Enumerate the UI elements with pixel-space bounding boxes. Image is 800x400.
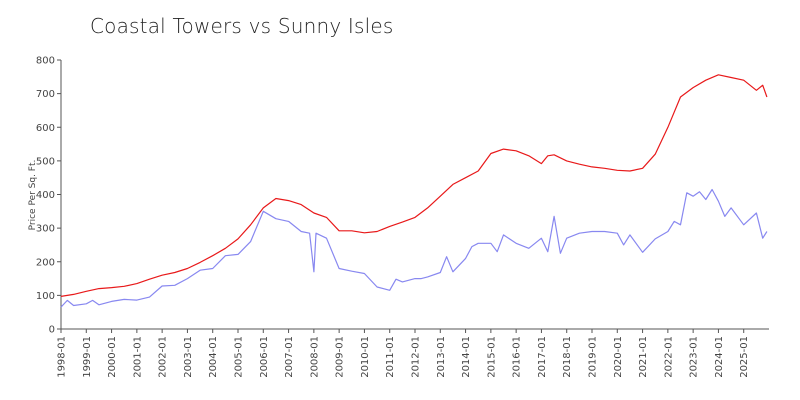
x-tick-label: 2001-01 xyxy=(132,336,143,378)
x-tick-label: 2009-01 xyxy=(335,336,346,378)
y-axis-title: Price Per Sq. Ft. xyxy=(28,160,38,231)
x-tick-label: 2011-01 xyxy=(385,336,396,378)
y-tick-label: 400 xyxy=(36,190,55,201)
series-line-2 xyxy=(60,188,768,308)
x-tick-label: 2002-01 xyxy=(158,336,169,378)
series-line-1 xyxy=(60,74,768,297)
x-tick-label: 2023-01 xyxy=(689,336,700,378)
x-tick-label: 2008-01 xyxy=(309,336,320,378)
x-tick-label: 2020-01 xyxy=(613,336,624,378)
x-tick-label: 2005-01 xyxy=(234,336,245,378)
x-tick-label: 2024-01 xyxy=(714,336,725,378)
x-tick-label: 2010-01 xyxy=(360,336,371,378)
series-layer xyxy=(60,74,768,308)
x-tick-label: 2019-01 xyxy=(588,336,599,378)
y-tick-label: 300 xyxy=(36,224,55,235)
x-tick-label: 2025-01 xyxy=(739,336,750,378)
x-tick-label: 1999-01 xyxy=(82,336,93,378)
y-tick-label: 800 xyxy=(36,56,55,67)
chart-title: Coastal Towers vs Sunny Isles xyxy=(90,14,394,38)
tick-layer: 0 100 200 300 400 500 600 700 800 1998-01 1999-01 2… xyxy=(36,56,750,378)
y-tick-label: 500 xyxy=(36,156,55,167)
x-tick-label: 2017-01 xyxy=(537,336,548,378)
x-tick-label: 2022-01 xyxy=(663,336,674,378)
x-tick-label: 2000-01 xyxy=(107,336,118,378)
x-tick-label: 2018-01 xyxy=(562,336,573,378)
x-tick-label: 1998-01 xyxy=(57,336,68,378)
x-tick-label: 2004-01 xyxy=(208,336,219,378)
x-tick-label: 2016-01 xyxy=(512,336,523,378)
x-tick-label: 2014-01 xyxy=(461,336,472,378)
axes xyxy=(60,60,769,330)
x-tick-label: 2021-01 xyxy=(638,336,649,378)
y-tick-label: 0 xyxy=(49,325,55,336)
x-tick-label: 2012-01 xyxy=(411,336,422,378)
y-tick-label: 700 xyxy=(36,89,55,100)
x-tick-label: 2013-01 xyxy=(436,336,447,378)
x-tick-label: 2007-01 xyxy=(284,336,295,378)
y-tick-label: 200 xyxy=(36,257,55,268)
y-tick-label: 100 xyxy=(36,291,55,302)
x-tick-label: 2015-01 xyxy=(486,336,497,378)
x-tick-label: 2003-01 xyxy=(183,336,194,378)
y-tick-label: 600 xyxy=(36,123,55,134)
x-tick-label: 2006-01 xyxy=(259,336,270,378)
